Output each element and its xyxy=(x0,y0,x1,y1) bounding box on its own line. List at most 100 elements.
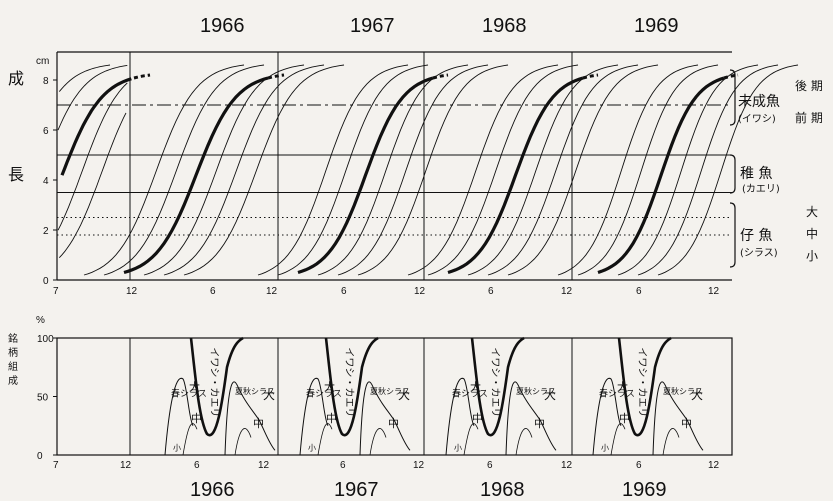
year-title-top: 1966 xyxy=(200,15,245,37)
label-iwashi-kaeri: イワシ・カエリ xyxy=(343,347,355,417)
growth-curve-thin xyxy=(103,64,265,276)
year-title-bottom: 1968 xyxy=(480,479,525,501)
growth-curve-thin xyxy=(427,64,579,276)
growth-curve-thin xyxy=(637,64,779,276)
growth-curve-thin xyxy=(277,64,429,276)
growth-curve-thin xyxy=(657,64,799,276)
inner-curve xyxy=(515,428,533,456)
label-small: 小 xyxy=(454,443,462,452)
growth-curve-thin xyxy=(58,112,127,259)
growth-curve-thin xyxy=(357,64,509,276)
ytick-label: 0 xyxy=(43,276,49,287)
label-mid: 中 xyxy=(326,412,337,425)
comp-ylabel-1: 銘 xyxy=(8,332,18,345)
xtick-label: 6 xyxy=(210,286,216,297)
summer-shirasu-outline xyxy=(359,381,411,456)
label-mid: 中 xyxy=(806,226,818,241)
xtick-label: 6 xyxy=(341,286,347,297)
label-spring-shirasu: 春シラス xyxy=(306,388,342,400)
label-mid: 中 xyxy=(534,417,545,430)
growth-curve-thin xyxy=(58,64,111,92)
label-small: 小 xyxy=(173,443,181,452)
iwashi-kaeri-outline xyxy=(189,336,244,437)
label-summer-shirasu: 夏秋シラス xyxy=(370,386,410,396)
comp-xtick-label: 12 xyxy=(413,460,425,471)
label-large: 大 xyxy=(806,205,818,219)
inner-curve xyxy=(182,423,198,456)
growth-curve-thin xyxy=(577,64,719,276)
inner-curve xyxy=(662,428,680,456)
comp-xtick-label: 12 xyxy=(120,460,132,471)
label-juvenile-sub: (カエリ) xyxy=(742,183,780,195)
label-summer-shirasu: 夏秋シラス xyxy=(663,386,703,396)
label-adult-sub: (イワシ) xyxy=(738,114,776,125)
iwashi-kaeri-outline xyxy=(617,336,672,437)
label-mid: 中 xyxy=(388,417,399,430)
label-larva: 仔 魚 xyxy=(740,228,772,244)
spring-shirasu-outline xyxy=(445,377,475,456)
growth-curve-thin xyxy=(507,64,659,276)
ytick-label: 4 xyxy=(43,176,49,187)
spring-shirasu-outline xyxy=(164,377,194,456)
growth-curve-thin xyxy=(467,64,619,276)
label-iwashi-kaeri: イワシ・カエリ xyxy=(636,347,648,417)
year-title-top: 1969 xyxy=(634,15,679,37)
ytick-label: 8 xyxy=(43,76,49,87)
growth-unit: cm xyxy=(36,56,49,67)
growth-curve-thin xyxy=(487,64,639,276)
comp-ytick-label: 100 xyxy=(37,334,54,345)
label-adult: 未成魚 xyxy=(738,94,780,110)
growth-curve-thin xyxy=(183,64,345,276)
inner-curve xyxy=(610,423,626,456)
label-mid: 中 xyxy=(191,412,202,425)
xtick-label: 12 xyxy=(414,286,426,297)
growth-curve-thin xyxy=(557,64,699,276)
xtick-label: 7 xyxy=(53,286,59,297)
growth-curve-main xyxy=(60,77,132,176)
label-spring-shirasu: 春シラス xyxy=(171,388,207,400)
comp-ylabel-3: 組 xyxy=(8,360,18,373)
label-summer-shirasu: 夏秋シラス xyxy=(516,386,556,396)
label-large: 大 xyxy=(544,388,556,402)
growth-curve-main-extrapolated xyxy=(267,73,285,80)
label-large: 大 xyxy=(398,388,410,402)
comp-xtick-label: 6 xyxy=(636,460,642,471)
comp-xtick-label: 12 xyxy=(708,460,720,471)
label-iwashi-kaeri: イワシ・カエリ xyxy=(489,347,501,417)
year-title-top: 1967 xyxy=(350,15,395,37)
growth-curve-thin xyxy=(143,64,305,276)
ytick-label: 2 xyxy=(43,226,49,237)
xtick-label: 12 xyxy=(266,286,278,297)
iwashi-kaeri-outline xyxy=(324,336,379,437)
label-mid: 中 xyxy=(619,412,630,425)
comp-xtick-label: 12 xyxy=(258,460,270,471)
label-large: 大 xyxy=(189,380,200,394)
growth-curve-thin xyxy=(57,82,128,231)
label-late: 後 期 xyxy=(795,79,823,93)
label-larva-sub: (シラス) xyxy=(740,247,778,259)
label-iwashi-kaeri: イワシ・カエリ xyxy=(208,347,220,417)
summer-shirasu-outline xyxy=(224,381,276,456)
growth-curve-main-extrapolated xyxy=(582,73,599,80)
label-summer-shirasu: 夏秋シラス xyxy=(235,386,275,396)
label-mid: 中 xyxy=(472,412,483,425)
year-title-top: 1968 xyxy=(482,15,527,37)
label-juvenile: 稚 魚 xyxy=(740,166,772,182)
xtick-label: 12 xyxy=(126,286,138,297)
label-small: 小 xyxy=(601,443,609,452)
year-title-bottom: 1967 xyxy=(334,479,379,501)
growth-curve-main xyxy=(123,76,269,275)
growth-curve-main-extrapolated xyxy=(133,73,151,80)
label-large: 大 xyxy=(691,388,703,402)
growth-curve-thin xyxy=(317,64,469,276)
comp-ylabel-4: 成 xyxy=(8,375,18,387)
growth-curve-thin xyxy=(407,64,559,276)
label-mid: 中 xyxy=(253,417,264,430)
label-large: 大 xyxy=(263,388,275,402)
comp-unit: % xyxy=(36,315,45,326)
growth-curve-main-extrapolated xyxy=(432,73,449,80)
iwashi-kaeri-outline xyxy=(470,336,525,437)
label-mid: 中 xyxy=(681,417,692,430)
label-large: 大 xyxy=(470,380,481,394)
growth-curve-main xyxy=(297,76,434,275)
